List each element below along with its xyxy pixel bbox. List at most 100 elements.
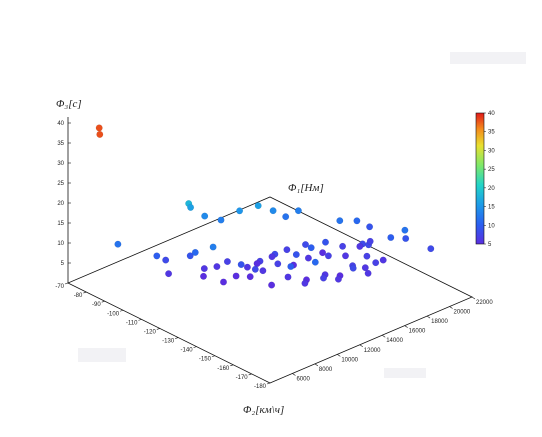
z-tick-label: 40: [57, 121, 64, 127]
x-tick-label: 6000: [296, 376, 310, 382]
x-tick-label: 22000: [476, 300, 493, 306]
z-tick-label: 30: [57, 161, 64, 167]
x-tick-mark: [382, 334, 386, 338]
data-point: [342, 252, 350, 260]
x-tick-label: 16000: [409, 329, 426, 335]
x-tick-mark: [404, 325, 408, 328]
colorbar-gradient: [475, 112, 485, 245]
data-point: [339, 242, 347, 250]
z-tick-label: 10: [57, 241, 64, 247]
colorbar-tick-label: 30: [488, 148, 495, 154]
y-tick-mark: [83, 291, 87, 294]
data-point: [336, 217, 344, 225]
data-point: [282, 213, 290, 221]
x-tick-label: 10000: [341, 357, 358, 363]
data-points: [95, 124, 435, 289]
data-point: [311, 258, 319, 266]
z-tick-label: 5: [61, 261, 65, 267]
z-tick-label: 20: [57, 201, 64, 207]
data-point: [213, 263, 221, 271]
y-tick-mark: [64, 282, 69, 285]
colorbar-tick-label: 40: [488, 111, 495, 117]
data-point: [287, 263, 295, 271]
y-tick-mark: [156, 328, 160, 330]
data-point: [349, 264, 357, 272]
data-point: [387, 233, 395, 241]
data-point: [353, 217, 361, 225]
data-point: [219, 278, 227, 286]
x-tick-mark: [471, 296, 476, 300]
base-plane: [67, 196, 473, 384]
background-patch: [384, 368, 426, 378]
data-point: [302, 241, 310, 249]
z-tick-label: 15: [57, 221, 64, 227]
data-point: [165, 270, 173, 278]
data-point: [200, 265, 208, 273]
data-point: [274, 260, 282, 268]
data-point: [199, 272, 207, 280]
y-tick-mark: [248, 373, 252, 376]
y-tick-mark: [175, 337, 179, 339]
x-tick-mark: [314, 363, 319, 367]
data-point: [372, 259, 380, 267]
data-point: [366, 223, 374, 231]
colorbar-tick-label: 35: [488, 130, 495, 136]
axes: [64, 117, 476, 385]
data-point: [361, 264, 369, 272]
y-tick-label: -180: [254, 384, 267, 390]
data-point: [223, 258, 231, 266]
data-point: [363, 252, 371, 260]
data-point: [251, 265, 259, 273]
data-point: [379, 256, 387, 264]
y-tick-label: -170: [236, 375, 249, 381]
data-point: [268, 281, 276, 289]
data-point: [246, 273, 254, 281]
y-tick-label: -90: [92, 302, 101, 308]
data-point: [427, 245, 435, 253]
data-point: [294, 207, 302, 215]
data-point: [187, 203, 195, 211]
x-tick-mark: [359, 344, 363, 348]
data-point: [114, 240, 122, 248]
x-tick-label: 8000: [319, 367, 333, 373]
data-point: [254, 202, 262, 210]
data-point: [236, 207, 244, 215]
data-point: [96, 130, 104, 138]
y-tick-label: -110: [126, 320, 138, 326]
x-tick-label: 20000: [454, 310, 471, 316]
data-point: [237, 261, 245, 269]
x-tick-label: 18000: [431, 319, 448, 325]
chart-frame: [14, 34, 528, 428]
data-point: [304, 254, 312, 262]
colorbar-tick-label: 5: [488, 242, 492, 248]
data-point: [162, 256, 170, 264]
data-point: [322, 238, 330, 246]
colorbar-tick-label: 15: [488, 205, 495, 211]
y-tick-label: -160: [217, 366, 230, 372]
data-point: [324, 252, 332, 260]
y-tick-label: -140: [181, 348, 194, 354]
x-tick-label: 14000: [386, 338, 403, 344]
colorbar: 5 10 15 20 25 30 35 40: [475, 111, 495, 248]
tick-labels: 6000 8000 10000 12000 14000 16000 18000 20000 22…: [55, 98, 493, 416]
x-tick-mark: [426, 315, 431, 319]
data-point: [243, 263, 251, 271]
x-tick-mark: [292, 373, 296, 376]
y-axis-label: Φ₂[км\ч]: [243, 404, 284, 416]
y-tick-mark: [119, 309, 124, 312]
background-patch: [450, 52, 526, 64]
x-axis-label: Φ₁[Нм]: [288, 182, 324, 194]
data-point: [201, 212, 209, 220]
data-point: [292, 251, 300, 259]
y-tick-label: -100: [107, 311, 120, 317]
data-point: [307, 244, 315, 252]
z-tick-label: 35: [57, 141, 64, 147]
y-tick-mark: [230, 364, 234, 367]
data-point: [232, 272, 240, 280]
data-point: [319, 249, 327, 257]
x-tick-mark: [449, 306, 453, 309]
colorbar-tick-label: 20: [488, 186, 495, 192]
z-tick-label: 25: [57, 181, 64, 187]
data-point: [356, 242, 364, 250]
